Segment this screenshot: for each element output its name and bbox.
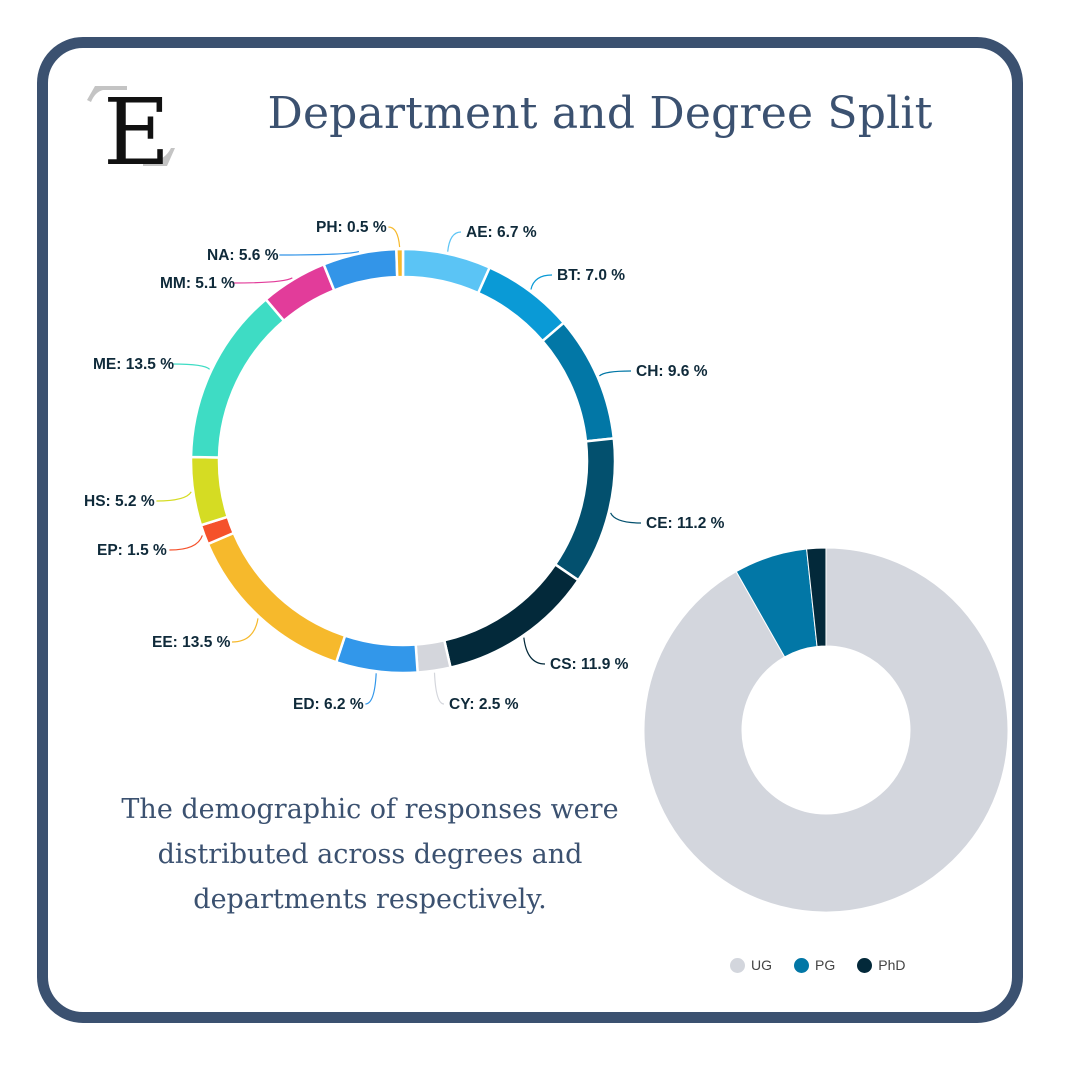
- segment-label-hs: HS: 5.2 %: [84, 493, 155, 510]
- leader-line: [598, 370, 632, 377]
- legend-dot-icon: [794, 957, 809, 973]
- leader-line: [388, 226, 401, 248]
- leader-line: [232, 277, 293, 284]
- legend-label: PhD: [878, 957, 906, 973]
- segment-label-ed: ED: 6.2 %: [293, 696, 364, 713]
- leader-line: [156, 491, 192, 502]
- degree-segment-ug[interactable]: [643, 547, 1009, 913]
- page-title: Department and Degree Split: [267, 88, 933, 139]
- degree-segment-phd[interactable]: [806, 547, 827, 648]
- caption-line-1: The demographic of responses were: [121, 794, 619, 825]
- legend-item-ug[interactable]: UG: [730, 957, 772, 973]
- leader-line: [172, 363, 211, 370]
- logo-e-icon: E: [87, 79, 175, 173]
- segment-label-bt: BT: 7.0 %: [557, 267, 625, 284]
- leader-line: [231, 618, 259, 643]
- leader-line: [365, 673, 377, 705]
- segment-label-cs: CS: 11.9 %: [550, 656, 629, 673]
- degree-legend: UG PG PhD: [730, 957, 905, 973]
- segment-label-ee: EE: 13.5 %: [152, 634, 231, 651]
- leader-line: [447, 231, 462, 252]
- segment-label-ae: AE: 6.7 %: [466, 224, 537, 241]
- leader-line: [610, 512, 642, 524]
- segment-label-ch: CH: 9.6 %: [636, 363, 708, 380]
- segment-ph[interactable]: [395, 247, 405, 279]
- leader-line: [433, 672, 445, 705]
- leader-line: [530, 274, 553, 290]
- segment-label-ce: CE: 11.2 %: [646, 515, 725, 532]
- legend-label: UG: [751, 957, 772, 973]
- logo-letter: E: [103, 79, 170, 173]
- legend-item-phd[interactable]: PhD: [857, 957, 905, 973]
- leader-line: [523, 637, 546, 665]
- segment-label-mm: MM: 5.1 %: [160, 275, 235, 292]
- segment-label-cy: CY: 2.5 %: [449, 696, 519, 713]
- legend-item-pg[interactable]: PG: [794, 957, 835, 973]
- segment-label-me: ME: 13.5 %: [93, 356, 174, 373]
- segment-label-ph: PH: 0.5 %: [316, 219, 387, 236]
- leader-line: [169, 535, 203, 551]
- caption-text: The demographic of responses were distri…: [120, 787, 620, 922]
- segment-label-ep: EP: 1.5 %: [97, 542, 167, 559]
- legend-dot-icon: [857, 957, 873, 973]
- segment-label-na: NA: 5.6 %: [207, 247, 279, 264]
- legend-dot-icon: [730, 957, 745, 973]
- caption-line-3: departments respectively.: [193, 884, 547, 915]
- leader-line: [279, 251, 360, 256]
- legend-label: PG: [815, 957, 836, 973]
- caption-line-2: distributed across degrees and: [157, 839, 583, 870]
